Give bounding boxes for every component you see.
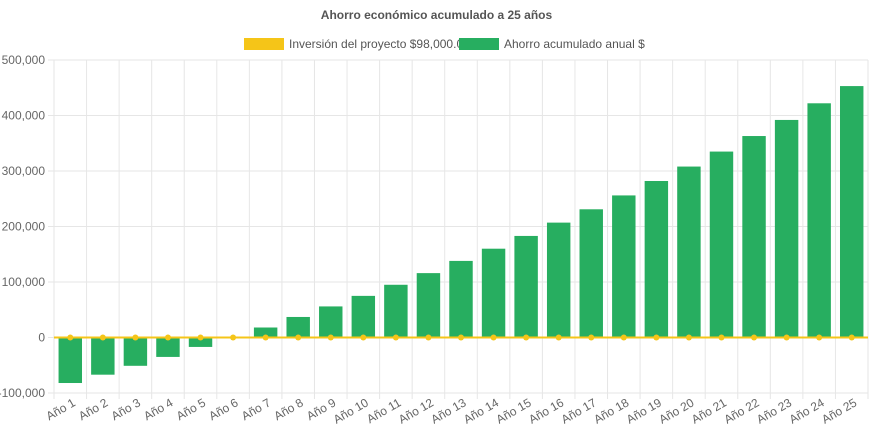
legend-label-ahorro[interactable]: Ahorro acumulado anual $ [504,37,645,51]
bar-año-10[interactable] [351,295,376,338]
point-inversion-22[interactable] [751,334,758,341]
bar-año-7[interactable] [253,327,278,338]
bar-año-25[interactable] [839,86,864,338]
point-inversion-14[interactable] [490,334,497,341]
x-tick-label: Año 12 [396,395,436,426]
bar-año-19[interactable] [644,180,669,338]
bar-año-24[interactable] [807,103,831,338]
legend: Inversión del proyecto $98,000.00 Ahorro… [244,37,645,51]
y-axis: 500,000 400,000 300,000 200,000 100,000 0 -100… [0,53,45,400]
bar-año-16[interactable] [546,222,571,338]
point-inversion-6[interactable] [230,334,237,341]
point-inversion-12[interactable] [425,334,432,341]
y-tick-label: 500,000 [2,53,46,67]
bar-año-8[interactable] [286,316,310,338]
point-inversion-25[interactable] [848,334,855,341]
bar-año-15[interactable] [514,235,538,338]
x-tick-label: Año 16 [526,395,566,426]
x-tick-label: Año 6 [206,395,240,423]
x-tick-label: Año 2 [76,395,110,423]
bar-año-22[interactable] [742,136,766,338]
point-inversion-13[interactable] [458,334,464,341]
bar-año-23[interactable] [774,119,799,338]
point-inversion-10[interactable] [360,334,367,341]
point-inversion-24[interactable] [816,334,823,341]
y-tick-label: 100,000 [2,275,46,289]
x-tick-label: Año 24 [787,395,827,426]
x-tick-label: Año 18 [591,395,631,426]
bar-año-17[interactable] [579,209,603,338]
x-tick-label: Año 10 [331,395,371,426]
bar-año-5[interactable] [188,337,213,347]
point-inversion-19[interactable] [653,334,660,341]
point-inversion-4[interactable] [164,334,171,341]
bar-año-13[interactable] [449,260,473,338]
point-inversion-1[interactable] [67,334,74,341]
legend-swatch-inversion[interactable] [244,38,284,50]
bar-año-11[interactable] [384,284,408,338]
bar-año-2[interactable] [91,337,115,375]
bar-año-21[interactable] [709,151,734,338]
bar-año-1[interactable] [58,337,83,384]
point-inversion-17[interactable] [588,334,595,341]
bar-año-12[interactable] [416,273,441,338]
legend-swatch-ahorro[interactable] [459,38,499,50]
bar-año-14[interactable] [481,248,506,338]
bar-año-3[interactable] [123,337,148,366]
x-tick-label: Año 23 [754,395,794,426]
point-inversion-3[interactable] [132,334,139,341]
x-tick-label: Año 13 [429,395,469,426]
x-tick-label: Año 14 [461,395,501,426]
x-tick-label: Año 8 [272,395,306,423]
x-tick-label: Año 21 [689,395,729,426]
point-inversion-7[interactable] [262,334,269,341]
x-tick-label: Año 7 [239,395,273,423]
x-tick-label: Año 17 [559,395,599,426]
point-inversion-15[interactable] [523,334,530,341]
bars-series-ahorro [58,86,864,384]
x-tick-label: Año 3 [109,395,143,423]
point-inversion-23[interactable] [783,334,790,341]
y-tick-label: -100,000 [0,386,45,400]
x-tick-label: Año 4 [141,395,175,423]
chart-title: Ahorro económico acumulado a 25 años [321,8,553,22]
point-inversion-8[interactable] [295,334,302,341]
x-tick-label: Año 20 [656,395,696,426]
x-tick-label: Año 15 [494,395,534,426]
y-tick-label: 0 [38,331,45,345]
point-inversion-2[interactable] [99,334,106,341]
line-series-inversion [54,334,868,341]
y-tick-label: 200,000 [2,220,46,234]
bar-año-9[interactable] [319,306,343,338]
point-inversion-20[interactable] [685,334,692,341]
point-inversion-11[interactable] [392,334,399,341]
point-inversion-16[interactable] [555,334,562,341]
x-tick-label: Año 1 [44,395,78,423]
bar-año-4[interactable] [156,337,180,357]
x-tick-label: Año 19 [624,395,664,426]
point-inversion-18[interactable] [620,334,627,341]
y-tick-label: 300,000 [2,164,46,178]
x-tick-label: Año 25 [819,395,859,426]
x-tick-label: Año 22 [722,395,762,426]
legend-label-inversion[interactable]: Inversión del proyecto $98,000.00 [289,37,470,51]
x-tick-label: Año 11 [364,395,403,426]
point-inversion-21[interactable] [718,334,725,341]
point-inversion-5[interactable] [197,334,204,341]
x-tick-label: Año 5 [174,395,208,423]
point-inversion-9[interactable] [327,334,334,341]
bar-año-20[interactable] [677,166,701,338]
bar-año-18[interactable] [612,195,636,338]
y-tick-label: 400,000 [2,109,46,123]
